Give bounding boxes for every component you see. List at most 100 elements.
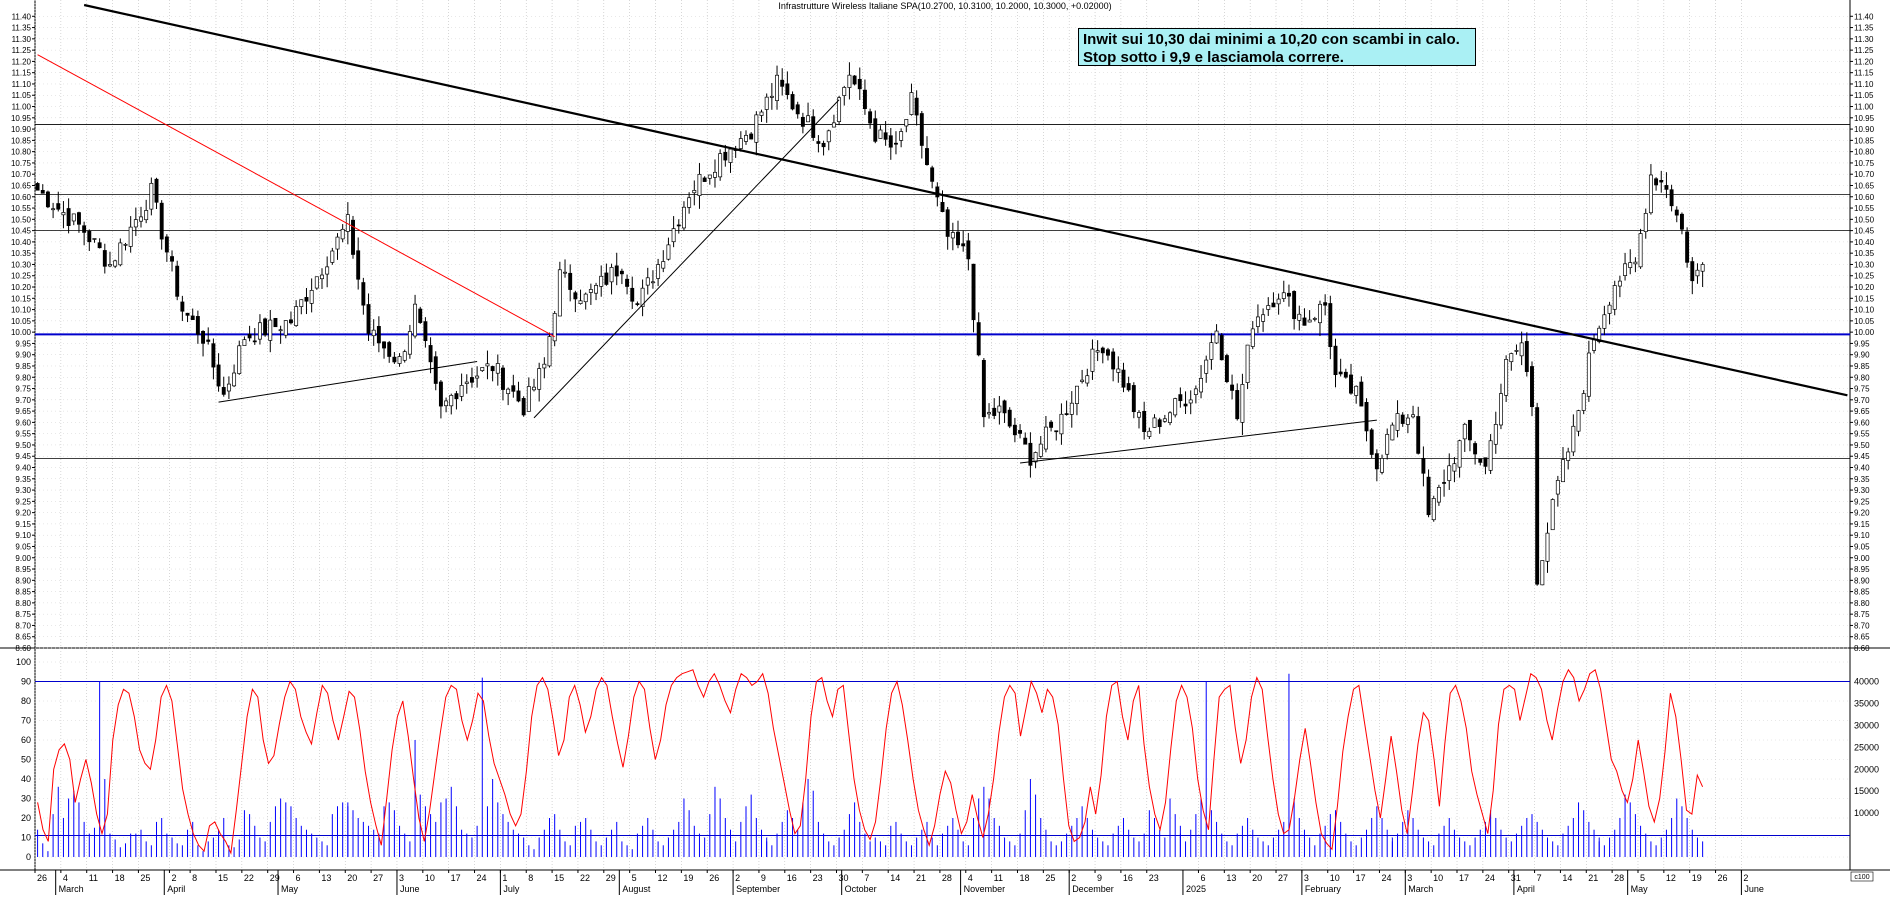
trendline (83, 3, 1848, 397)
date-tick-label: 9 (1097, 873, 1102, 883)
candle-body (428, 345, 433, 363)
candle-body (102, 250, 107, 267)
y-tick-label-right: 10.60 (1854, 193, 1875, 202)
candle-body (1085, 375, 1090, 384)
candle-body (1168, 412, 1172, 423)
osc-tick-label-left: 100 (16, 657, 31, 667)
candle-body (650, 281, 655, 284)
candle-body (1023, 437, 1028, 445)
y-tick-label-left: 11.00 (12, 103, 32, 112)
y-tick-label-right: 9.90 (1854, 351, 1870, 360)
candle-body (1007, 409, 1012, 427)
month-label: June (1744, 884, 1764, 894)
candle-body (1374, 453, 1379, 470)
y-tick-label-right: 9.00 (1854, 554, 1870, 563)
y-tick-label-right: 10.40 (1854, 238, 1875, 247)
date-tick-label: 18 (115, 873, 125, 883)
candle-body (1183, 403, 1188, 407)
candle-body (542, 363, 547, 369)
y-tick-label-left: 9.20 (15, 509, 31, 518)
candle-body (692, 190, 697, 194)
candle-body (687, 197, 692, 208)
candle-body (831, 122, 836, 128)
candle-body (268, 319, 273, 341)
candle-body (738, 138, 743, 149)
date-tick-label: 12 (1666, 873, 1676, 883)
osc-tick-label-left: 90 (21, 677, 31, 687)
y-tick-label-right: 9.25 (1854, 497, 1870, 506)
candle-body (1545, 532, 1550, 562)
candle-body (976, 322, 981, 356)
candle-body (433, 356, 438, 384)
candle-body (495, 363, 500, 374)
y-tick-label-right: 10.00 (1854, 328, 1875, 337)
y-tick-label-left: 9.25 (15, 497, 31, 506)
candle-body (309, 290, 314, 304)
month-label: May (1631, 884, 1649, 894)
month-label: December (1072, 884, 1114, 894)
candle-body (71, 213, 76, 222)
candle-body (697, 173, 702, 196)
date-tick-label: 26 (37, 873, 47, 883)
candle-body (423, 321, 428, 342)
y-tick-label-left: 9.55 (15, 430, 31, 439)
candle-body (1467, 419, 1472, 441)
candle-body (516, 390, 521, 402)
candle-body (1586, 352, 1591, 397)
candle-body (1700, 264, 1705, 272)
date-tick-label: 24 (477, 873, 487, 883)
candle-body (1147, 430, 1152, 437)
y-tick-label-right: 10.65 (1854, 181, 1875, 190)
candle-body (847, 74, 852, 88)
candle-body (413, 303, 418, 337)
osc-tick-label-right: 30000 (1854, 720, 1879, 730)
candle-body (1685, 231, 1690, 263)
candle-body (87, 230, 92, 243)
candle-body (718, 153, 723, 178)
month-label: November (964, 884, 1006, 894)
candle-body (1405, 417, 1410, 425)
candle-body (919, 113, 924, 146)
candle-body (878, 129, 883, 139)
y-tick-label-left: 11.10 (12, 80, 32, 89)
osc-tick-label-left: 20 (21, 813, 31, 823)
candle-body (588, 289, 593, 293)
candle-body (82, 225, 87, 233)
candle-body (1204, 359, 1209, 374)
candle-body (1323, 302, 1328, 306)
date-tick-label: 31 (1511, 873, 1521, 883)
candle-body (108, 264, 112, 267)
candle-body (351, 219, 355, 255)
y-tick-label-left: 10.60 (11, 193, 32, 202)
candle-body (1193, 388, 1198, 395)
candle-body (361, 282, 366, 306)
candle-body (1069, 402, 1074, 415)
candle-body (888, 135, 893, 148)
candle-body (537, 368, 542, 390)
candle-body (45, 191, 50, 208)
candle-body (1695, 269, 1700, 277)
date-tick-label: 28 (942, 873, 952, 883)
candle-body (625, 278, 630, 287)
candle-body (1535, 407, 1540, 585)
month-label: July (503, 884, 520, 894)
date-tick-label: 27 (373, 873, 383, 883)
candle-body (190, 315, 195, 320)
y-tick-label-left: 8.95 (15, 565, 31, 574)
candle-body (201, 330, 206, 344)
y-tick-label-left: 9.95 (15, 339, 31, 348)
candle-body (1059, 413, 1064, 435)
candle-body (883, 132, 888, 140)
candle-body (868, 111, 873, 124)
candle-body (1519, 342, 1524, 357)
y-tick-label-right: 10.80 (1854, 148, 1875, 157)
candle-body (1452, 463, 1457, 472)
candle-body (1457, 440, 1462, 468)
y-tick-label-right: 11.40 (1854, 12, 1874, 21)
candle-body (1571, 425, 1576, 453)
y-tick-label-left: 9.35 (15, 475, 31, 484)
candle-body (894, 142, 898, 145)
candle-body (987, 412, 991, 415)
candle-body (852, 75, 857, 85)
y-tick-label-right: 8.75 (1854, 610, 1870, 619)
